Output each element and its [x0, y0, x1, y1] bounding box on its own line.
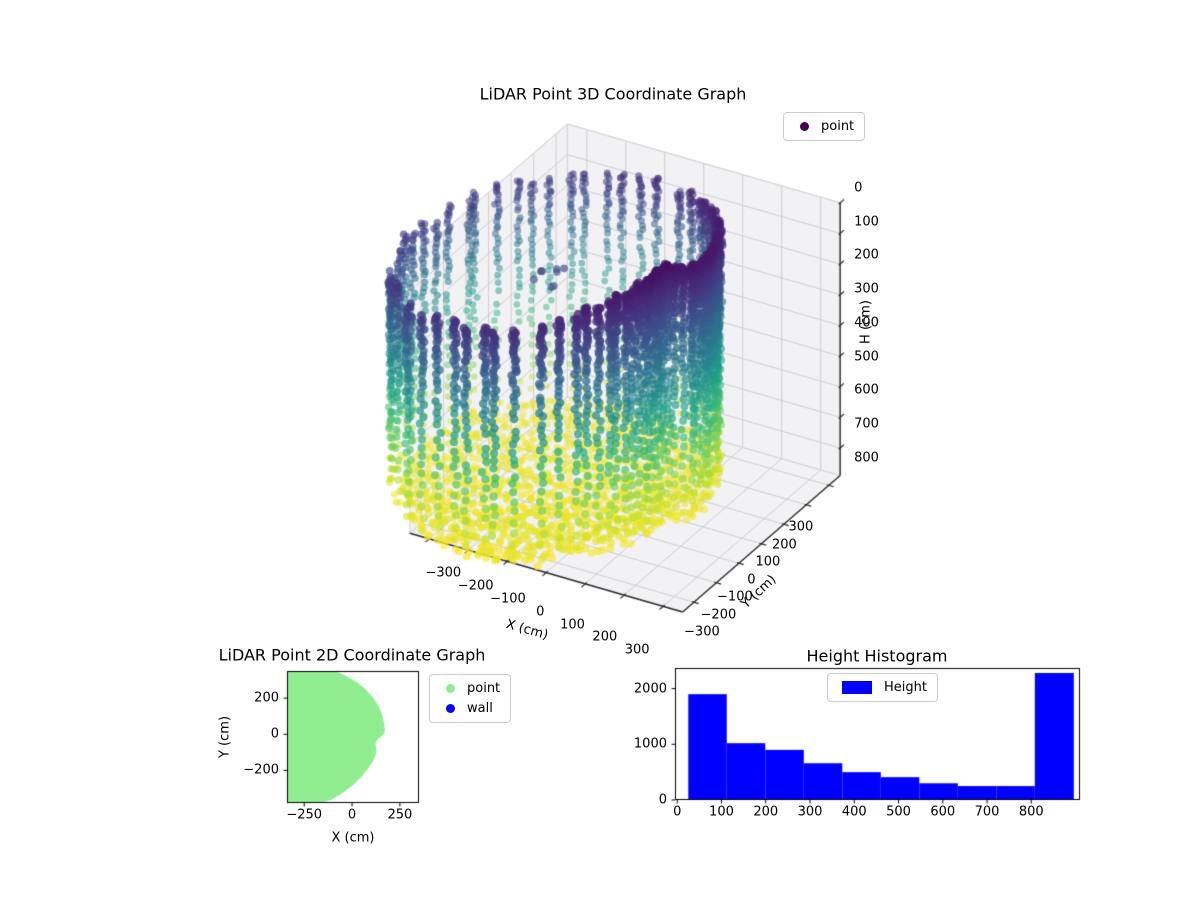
plot2d-legend: point wall: [429, 674, 512, 723]
legend-item-point2d: point: [440, 680, 500, 697]
tick-label: 100: [709, 804, 734, 820]
tick-label: 100: [560, 617, 585, 632]
plot2d-title: LiDAR Point 2D Coordinate Graph: [218, 645, 486, 665]
tick-label: 200: [771, 537, 797, 553]
tick-label: 300: [624, 642, 650, 658]
tick-label: 1000: [633, 736, 667, 752]
hist-legend: Height: [827, 673, 938, 702]
tick-label: 0: [270, 726, 279, 742]
height-patch-icon: [842, 681, 872, 694]
tick-label: 800: [854, 450, 879, 466]
tick-label: −250: [286, 807, 323, 823]
tick-label: 250: [387, 807, 413, 823]
legend-item-height: Height: [838, 679, 927, 696]
tick-label: −200: [457, 578, 494, 594]
tick-label: 100: [755, 554, 781, 570]
tick-label: 300: [854, 281, 879, 297]
tick-label: −100: [490, 591, 526, 607]
tick-label: 300: [797, 804, 823, 820]
tick-label: 700: [854, 416, 879, 432]
tick-label: 400: [854, 315, 879, 331]
tick-label: 700: [974, 804, 1000, 820]
tick-label: 0: [673, 804, 682, 820]
tick-label: −200: [700, 607, 737, 623]
tick-label: 500: [886, 804, 911, 820]
tick-label: 0: [747, 572, 756, 588]
tick-label: 0: [854, 180, 863, 196]
tick-label: 200: [753, 804, 779, 820]
tick-label: 200: [254, 690, 279, 706]
tick-label: 300: [788, 519, 814, 535]
plot3d-legend: point: [783, 112, 866, 141]
legend-label: point: [467, 681, 501, 696]
tick-label: 0: [536, 604, 545, 620]
tick-label: 400: [841, 804, 867, 820]
tick-label: 0: [658, 792, 667, 808]
tick-label: 500: [854, 349, 879, 365]
tick-label: 200: [854, 247, 879, 263]
tick-label: 100: [854, 214, 879, 230]
point-marker-icon: [800, 122, 809, 131]
tick-label: −300: [684, 624, 720, 640]
hist-title: Height Histogram: [806, 646, 948, 666]
plot3d-title: LiDAR Point 3D Coordinate Graph: [479, 84, 747, 104]
legend-label: Height: [884, 680, 927, 695]
legend-item-wall2d: wall: [440, 700, 500, 717]
tick-label: 800: [1018, 804, 1044, 820]
tick-label: −100: [717, 589, 753, 605]
tick-label: 600: [854, 382, 879, 398]
point-marker-icon: [446, 684, 455, 693]
legend-item-point3d: point: [794, 118, 854, 135]
tick-label: 200: [592, 629, 618, 645]
plot2d-ylabel: Y (cm): [217, 715, 233, 759]
tick-label: 0: [347, 807, 357, 823]
legend-label: wall: [467, 701, 493, 716]
tick-label: −300: [425, 565, 462, 581]
tick-label: −200: [243, 762, 279, 778]
plot2d-xlabel: X (cm): [331, 830, 375, 846]
legend-label: point: [821, 119, 855, 134]
tick-label: 2000: [633, 681, 667, 697]
wall-marker-icon: [446, 704, 455, 713]
tick-label: 600: [930, 804, 956, 820]
